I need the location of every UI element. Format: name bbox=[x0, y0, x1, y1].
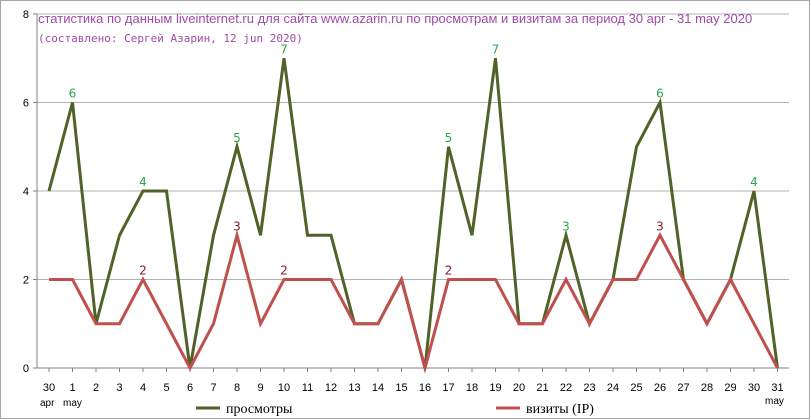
data-label-series-1: 3 bbox=[233, 219, 241, 233]
x-tick-label: 26 bbox=[654, 382, 666, 394]
x-tick-label: 30 bbox=[748, 382, 760, 394]
x-tick-label: 18 bbox=[466, 382, 478, 394]
data-label-series-1: 2 bbox=[445, 264, 453, 278]
x-tick-label: 22 bbox=[560, 382, 572, 394]
x-tick-label: 27 bbox=[677, 382, 689, 394]
x-tick-label: 14 bbox=[372, 382, 384, 394]
data-labels: 6 4 5 7 5 7 3 6 4 2 3 2 2 3 bbox=[69, 42, 758, 277]
x-tick-label: 23 bbox=[583, 382, 595, 394]
x-tick-label: 7 bbox=[210, 382, 216, 394]
x-tick-label: 5 bbox=[163, 382, 169, 394]
x-tick-label: 11 bbox=[302, 382, 313, 394]
chart-title: статистика по данным liveinternet.ru для… bbox=[38, 11, 752, 26]
x-tick-label: 24 bbox=[607, 382, 619, 394]
month-label-last: may bbox=[765, 396, 784, 407]
y-tick-label-2: 2 bbox=[23, 275, 29, 287]
y-tick-label-8: 8 bbox=[23, 9, 29, 21]
data-label-series-0: 5 bbox=[233, 131, 241, 145]
y-tick-label-4: 4 bbox=[23, 186, 29, 198]
x-tick-label: 30 bbox=[43, 382, 55, 394]
y-tick-label-0: 0 bbox=[23, 363, 29, 375]
series-group bbox=[47, 58, 779, 374]
x-tick-label: 21 bbox=[536, 382, 548, 394]
x-tick-label: 15 bbox=[395, 382, 407, 394]
legend: просмотры визиты (IP) bbox=[196, 402, 594, 417]
x-tick-label: 12 bbox=[325, 382, 337, 394]
data-label-series-0: 4 bbox=[139, 175, 147, 189]
x-tick-label: 2 bbox=[93, 382, 99, 394]
data-label-series-0: 4 bbox=[750, 175, 758, 189]
x-tick-label: 4 bbox=[140, 382, 146, 394]
x-tick-label: 13 bbox=[348, 382, 360, 394]
x-tick-label: 29 bbox=[724, 382, 736, 394]
data-label-series-1: 3 bbox=[656, 219, 664, 233]
data-label-series-0: 5 bbox=[445, 131, 453, 145]
data-label-series-0: 3 bbox=[562, 219, 570, 233]
x-tick-label: 9 bbox=[257, 382, 263, 394]
data-label-series-1: 2 bbox=[139, 264, 147, 278]
x-tick-label: 19 bbox=[489, 382, 501, 394]
x-tick-label: 1 bbox=[69, 382, 75, 394]
data-label-series-0: 7 bbox=[492, 42, 500, 56]
x-tick-label: 17 bbox=[442, 382, 454, 394]
legend-label-visits: визиты (IP) bbox=[526, 402, 594, 417]
data-label-series-0: 6 bbox=[69, 87, 77, 101]
chart-subtitle: (составлено: Сергей Азарин, 12 jun 2020) bbox=[38, 32, 303, 45]
x-axis-ticks: 30 1 2 3 4 5 6 7 8 9 10 11 12 13 14 15 16 17 18 19 20 21 22 23 2… bbox=[43, 382, 784, 394]
x-tick-label: 3 bbox=[116, 382, 122, 394]
month-label-first: apr bbox=[40, 398, 55, 409]
y-axis-ticks: 0 2 4 6 8 bbox=[23, 9, 29, 375]
x-tick-label: 25 bbox=[630, 382, 642, 394]
data-label-series-0: 6 bbox=[656, 87, 664, 101]
series-line-1 bbox=[49, 229, 779, 374]
x-tick-label: 16 bbox=[419, 382, 431, 394]
data-label-series-0: 7 bbox=[280, 42, 288, 56]
x-tick-label: 10 bbox=[278, 382, 290, 394]
data-label-series-1: 2 bbox=[280, 264, 288, 278]
legend-label-views: просмотры bbox=[226, 402, 293, 417]
x-tick-label: 6 bbox=[187, 382, 193, 394]
x-tick-label: 31 bbox=[771, 382, 783, 394]
y-tick-label-6: 6 bbox=[23, 98, 29, 110]
x-tick-label: 20 bbox=[513, 382, 525, 394]
month-label-second: may bbox=[63, 398, 82, 409]
x-tick-label: 8 bbox=[234, 382, 240, 394]
x-tick-label: 28 bbox=[701, 382, 713, 394]
